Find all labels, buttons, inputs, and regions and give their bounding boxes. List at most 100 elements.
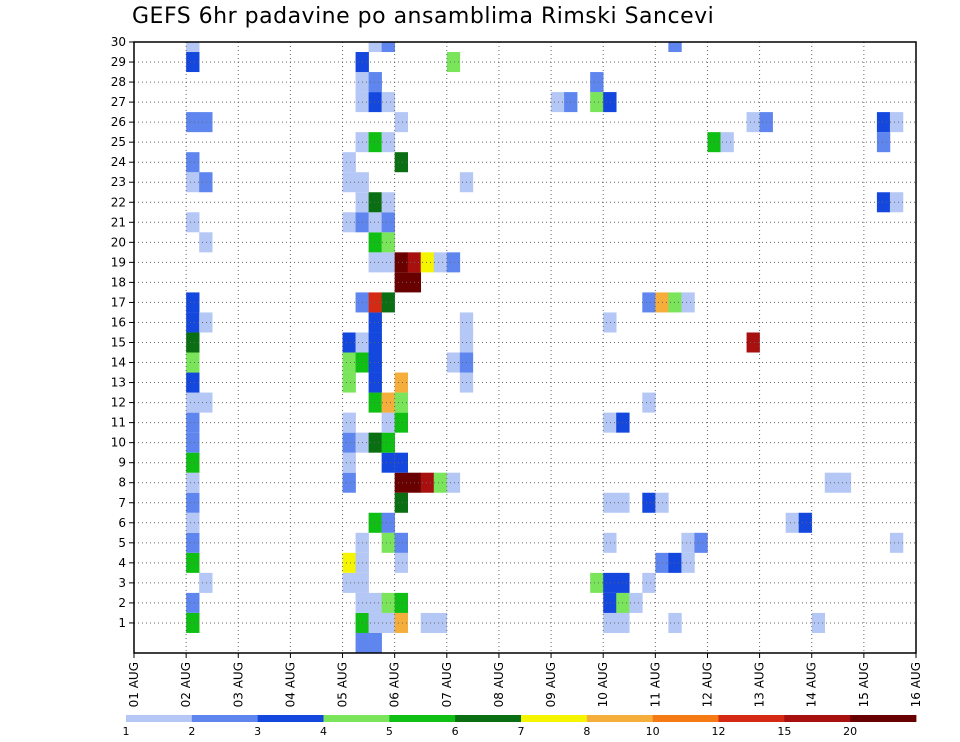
heatmap-cell bbox=[381, 432, 395, 453]
y-tick-label: 22 bbox=[111, 195, 126, 209]
heatmap-cell bbox=[199, 112, 213, 133]
heatmap-cell bbox=[746, 112, 760, 133]
heatmap-cell bbox=[668, 612, 682, 633]
heatmap-cell bbox=[186, 292, 200, 313]
heatmap-cell bbox=[368, 42, 382, 53]
heatmap-cell bbox=[785, 512, 799, 533]
heatmap-cell bbox=[642, 572, 656, 593]
heatmap-cell bbox=[368, 252, 382, 273]
y-tick-label: 13 bbox=[111, 376, 126, 390]
y-tick-label: 12 bbox=[111, 396, 126, 410]
y-tick-label: 1 bbox=[118, 616, 126, 630]
heatmap-cell bbox=[655, 552, 669, 573]
heatmap-cell bbox=[694, 532, 708, 553]
heatmap-cell bbox=[381, 42, 395, 53]
heatmap-cell bbox=[394, 552, 408, 573]
heatmap-cell bbox=[420, 472, 435, 493]
heatmap-cell bbox=[394, 412, 408, 433]
heatmap-cell bbox=[394, 472, 408, 493]
heatmap-cell bbox=[186, 212, 200, 233]
heatmap-cell bbox=[876, 132, 891, 153]
heatmap-cell bbox=[186, 392, 200, 413]
heatmap-cell bbox=[394, 612, 408, 633]
heatmap-cell bbox=[446, 52, 461, 73]
heatmap-cell bbox=[342, 172, 356, 193]
heatmap-cell bbox=[342, 352, 356, 373]
heatmap-cell bbox=[433, 612, 448, 633]
heatmap-cell bbox=[590, 92, 604, 113]
x-tick-label: 11 AUG bbox=[648, 662, 662, 707]
heatmap-cell bbox=[186, 372, 200, 393]
heatmap-cell bbox=[381, 532, 395, 553]
x-tick-label: 01 AUG bbox=[127, 662, 141, 707]
heatmap-cell bbox=[381, 452, 395, 473]
y-tick-label: 14 bbox=[111, 356, 126, 370]
heatmap-cell bbox=[876, 192, 891, 213]
y-tick-label: 20 bbox=[111, 235, 126, 249]
heatmap-cell bbox=[186, 112, 200, 133]
colorbar-label: 10 bbox=[646, 725, 660, 738]
colorbar-label: 12 bbox=[712, 725, 726, 738]
heatmap-cell bbox=[394, 592, 408, 613]
y-tick-label: 21 bbox=[111, 215, 126, 229]
heatmap-cell bbox=[368, 232, 382, 253]
heatmap-cell bbox=[746, 332, 760, 353]
heatmap-cell bbox=[342, 332, 356, 353]
plot-frame bbox=[133, 41, 917, 654]
colorbar-segment bbox=[652, 715, 719, 722]
x-axis: 01 AUG 02 AUG 03 AUG 04 AUG 05 AUG 06 AUG 07 A… bbox=[127, 653, 923, 707]
heatmap-cell bbox=[642, 492, 656, 513]
heatmap-cell bbox=[603, 92, 617, 113]
colorbar-label: 15 bbox=[777, 725, 791, 738]
heatmap-cell bbox=[186, 532, 200, 553]
y-tick-label: 24 bbox=[111, 155, 126, 169]
heatmap-cell bbox=[394, 272, 408, 293]
heatmap-cell bbox=[186, 352, 200, 373]
heatmap-cell bbox=[368, 632, 382, 653]
colorbar-label: 6 bbox=[452, 725, 459, 738]
colorbar: 1 2 3 4 5 6 7 8 10 12 15 20 bbox=[123, 715, 917, 738]
heatmap-cell bbox=[394, 252, 408, 273]
heatmap-cell bbox=[603, 612, 617, 633]
heatmap-cell bbox=[186, 172, 200, 193]
heatmap-cell bbox=[186, 312, 200, 333]
heatmap-cell bbox=[342, 572, 356, 593]
heatmap-cell bbox=[668, 42, 682, 53]
heatmap-cell bbox=[368, 72, 382, 93]
heatmap-cell bbox=[603, 492, 617, 513]
heatmap-cell bbox=[199, 232, 213, 253]
heatmap-cell bbox=[642, 292, 656, 313]
heatmap-cell bbox=[186, 42, 200, 53]
heatmap-cell bbox=[381, 192, 395, 213]
y-tick-label: 10 bbox=[111, 436, 126, 450]
heatmap-cells bbox=[186, 42, 904, 653]
colorbar-segment bbox=[850, 715, 917, 722]
heatmap-cell bbox=[381, 512, 395, 533]
heatmap-cell bbox=[394, 492, 408, 513]
y-tick-label: 8 bbox=[118, 476, 126, 490]
y-tick-label: 2 bbox=[118, 596, 126, 610]
heatmap-cell bbox=[342, 452, 356, 473]
y-tick-label: 4 bbox=[118, 556, 126, 570]
colorbar-segment bbox=[586, 715, 654, 722]
heatmap-cell bbox=[199, 312, 213, 333]
heatmap-cell bbox=[798, 512, 813, 533]
colorbar-segment bbox=[257, 715, 324, 722]
heatmap-cell bbox=[603, 572, 617, 593]
heatmap-cell bbox=[446, 472, 461, 493]
heatmap-cell bbox=[394, 112, 408, 133]
heatmap-cell bbox=[642, 392, 656, 413]
heatmap-cell bbox=[368, 592, 382, 613]
heatmap-cell bbox=[590, 72, 604, 93]
y-tick-label: 23 bbox=[111, 175, 126, 189]
y-tick-label: 18 bbox=[111, 275, 126, 289]
colorbar-segment bbox=[191, 715, 259, 722]
heatmap-cell bbox=[446, 352, 461, 373]
y-tick-label: 6 bbox=[118, 516, 126, 530]
colorbar-segment bbox=[455, 715, 522, 722]
colorbar-segment bbox=[323, 715, 390, 722]
heatmap-cell bbox=[381, 412, 395, 433]
heatmap-cell bbox=[368, 92, 382, 113]
heatmap-cell bbox=[433, 472, 448, 493]
